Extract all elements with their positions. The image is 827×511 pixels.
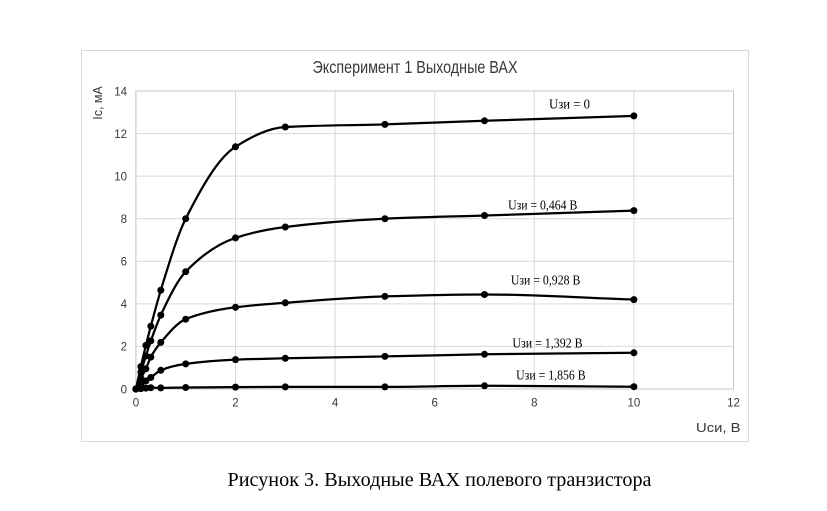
svg-text:6: 6 [121,257,127,269]
svg-text:0: 0 [133,398,139,410]
svg-text:2: 2 [121,342,127,354]
svg-text:10: 10 [628,398,641,410]
svg-text:6: 6 [431,398,437,410]
svg-text:Uзи = 0,464 В: Uзи = 0,464 В [508,199,577,214]
svg-text:12: 12 [114,129,127,141]
svg-text:4: 4 [121,299,128,311]
svg-text:Рисунок 3. Выходные ВАХ полево: Рисунок 3. Выходные ВАХ полевого транзис… [228,469,652,491]
svg-text:Эксперимент 1 Выходные ВАХ: Эксперимент 1 Выходные ВАХ [313,57,518,77]
svg-text:Uзи = 1,392 В: Uзи = 1,392 В [512,336,582,351]
svg-text:8: 8 [121,214,127,226]
svg-text:8: 8 [531,398,537,410]
svg-text:Iс, мА: Iс, мА [91,86,105,120]
svg-text:0: 0 [121,384,127,396]
svg-text:Uзи = 0,928 В: Uзи = 0,928 В [511,274,581,289]
svg-text:2: 2 [232,398,238,410]
svg-text:Uзи = 0: Uзи = 0 [549,98,590,113]
svg-text:14: 14 [114,86,127,98]
svg-text:Uзи = 1,856 В: Uзи = 1,856 В [516,368,586,383]
svg-text:4: 4 [332,398,339,410]
svg-text:10: 10 [114,171,127,183]
svg-text:12: 12 [727,398,740,410]
svg-text:Uси, В: Uси, В [696,421,741,435]
